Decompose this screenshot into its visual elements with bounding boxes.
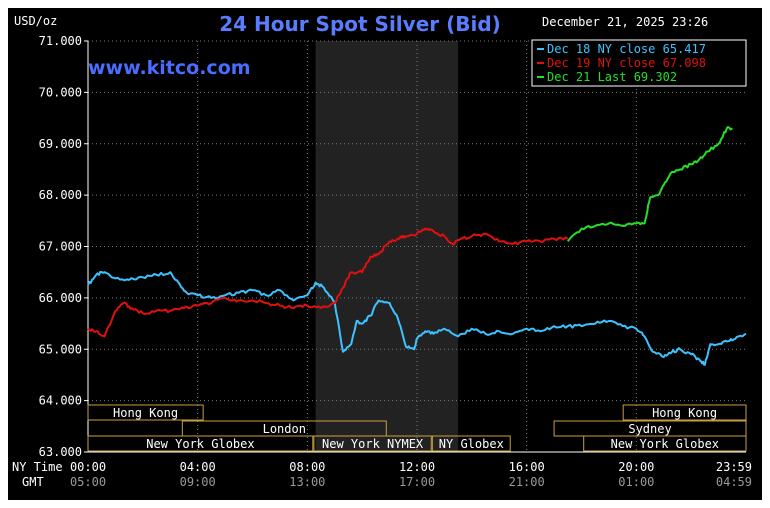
session-box [583,435,747,452]
series-line-red [87,227,569,338]
x-tick-label-ny: 12:00 [399,460,435,474]
legend-box [531,39,747,87]
legend-entry: Dec 21 Last 69.302 [547,70,677,84]
watermark-url[interactable]: www.kitco.com [88,57,251,79]
x-tick-label-gmt: 04:59 [716,475,752,489]
nymex-shaded-region [315,41,459,452]
session-label: Hong Kong [113,406,178,420]
timestamp-label: December 21, 2025 23:26 [542,15,708,29]
session-box [313,435,432,452]
x-tick-label-ny: 08:00 [289,460,325,474]
y-tick-label: 66.000 [39,291,82,305]
y-tick-label: 64.000 [39,394,82,408]
x-tick-label-gmt: 17:00 [399,475,435,489]
series-line-green [566,126,733,242]
session-label: New York Globex [611,437,719,451]
y-axis-units-label: USD/oz [14,14,57,28]
session-label: London [263,422,306,436]
chart-title: 24 Hour Spot Silver (Bid) [219,12,501,36]
y-tick-label: 70.000 [39,85,82,99]
x-tick-label-gmt: 13:00 [289,475,325,489]
series-line-cyan [87,270,747,366]
y-tick-label: 69.000 [39,137,82,151]
y-tick-label: 67.000 [39,240,82,254]
session-box [87,404,204,421]
session-box [431,435,511,452]
x-tick-label-gmt: 21:00 [509,475,545,489]
ny-time-row-label: NY Time [12,460,63,474]
x-tick-label-ny: 23:59 [716,460,752,474]
session-box [622,404,747,421]
y-tick-label: 68.000 [39,188,82,202]
session-label: Hong Kong [652,406,717,420]
x-tick-label-ny: 00:00 [70,460,106,474]
x-tick-label-gmt: 01:00 [618,475,654,489]
session-label: New York Globex [146,437,254,451]
x-tick-label-gmt: 09:00 [180,475,216,489]
x-tick-label-gmt: 05:00 [70,475,106,489]
y-tick-label: 71.000 [39,34,82,48]
x-tick-label-ny: 20:00 [618,460,654,474]
legend-entry: Dec 19 NY close 67.098 [547,56,706,70]
y-tick-label: 63.000 [39,445,82,459]
session-label: Sydney [628,422,671,436]
x-tick-label-ny: 16:00 [509,460,545,474]
x-tick-label-ny: 04:00 [180,460,216,474]
session-box [87,435,314,452]
gmt-row-label: GMT [22,475,44,489]
y-tick-label: 65.000 [39,342,82,356]
session-label: New York NYMEX [322,437,424,451]
legend-entry: Dec 18 NY close 65.417 [547,42,706,56]
session-label: NY Globex [439,437,504,451]
